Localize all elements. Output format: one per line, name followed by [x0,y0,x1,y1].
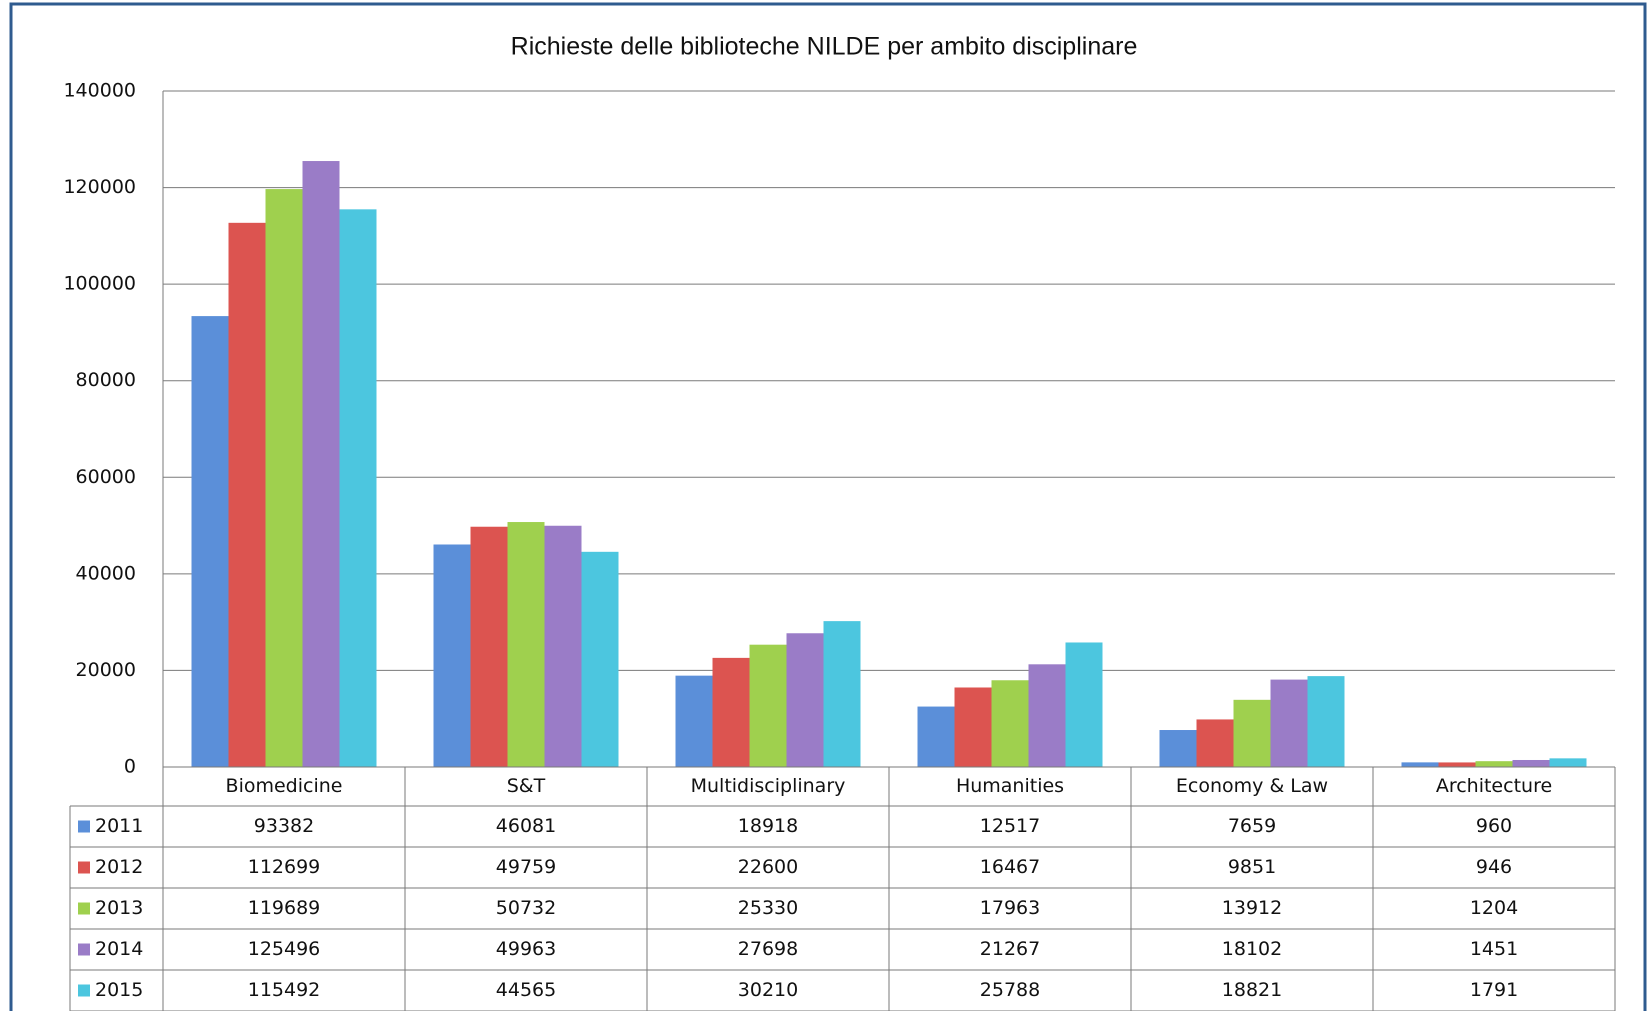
table-value: 12517 [980,815,1040,837]
y-tick-label: 60000 [76,466,136,488]
chart-title: Richieste delle biblioteche NILDE per am… [511,33,1138,61]
bar [1308,676,1345,767]
bar [508,522,545,767]
legend-label: 2012 [95,856,143,878]
bar [303,161,340,767]
legend-swatch [78,821,90,833]
table-value: 49963 [496,938,556,960]
bar [1439,762,1476,767]
legend-swatch [78,903,90,915]
x-tick-label: Architecture [1436,775,1552,797]
bar [340,209,377,767]
table-value: 18918 [738,815,798,837]
table-value: 1204 [1470,897,1518,919]
table-value: 115492 [248,979,321,1001]
bar [676,676,713,767]
bar [1476,761,1513,767]
bar [1029,664,1066,767]
bar [992,680,1029,767]
table-value: 50732 [496,897,556,919]
bar [750,645,787,767]
table-value: 7659 [1228,815,1276,837]
bar [1550,758,1587,767]
table-value: 18102 [1222,938,1282,960]
table-value: 946 [1476,856,1512,878]
x-tick-label: Biomedicine [226,775,343,797]
y-tick-label: 20000 [76,659,136,681]
bar [955,687,992,767]
legend-label: 2014 [95,938,143,960]
legend-swatch [78,944,90,956]
legend-swatch [78,985,90,997]
y-tick-label: 140000 [63,80,136,102]
bar [582,552,619,767]
table-value: 18821 [1222,979,1282,1001]
table-value: 25330 [738,897,798,919]
y-tick-label: 80000 [76,369,136,391]
bar [1234,700,1271,767]
table-value: 49759 [496,856,556,878]
table-value: 112699 [248,856,321,878]
table-value: 46081 [496,815,556,837]
legend-label: 2013 [95,897,143,919]
chart: Richieste delle biblioteche NILDE per am… [0,0,1648,1011]
table-value: 44565 [496,979,556,1001]
bar [1513,760,1550,767]
y-tick-label: 40000 [76,562,136,584]
table-value: 960 [1476,815,1512,837]
table-value: 25788 [980,979,1040,1001]
table-value: 16467 [980,856,1040,878]
bar [1197,719,1234,767]
bar [713,658,750,767]
table-value: 22600 [738,856,798,878]
bar [229,223,266,767]
table-value: 1791 [1470,979,1518,1001]
x-tick-label: Economy & Law [1176,775,1328,797]
x-tick-label: Humanities [956,775,1064,797]
legend-swatch [78,862,90,874]
bar [918,707,955,767]
y-tick-label: 120000 [63,176,136,198]
table-value: 21267 [980,938,1040,960]
x-tick-label: Multidisciplinary [691,775,846,797]
bar [1160,730,1197,767]
table-value: 27698 [738,938,798,960]
table-value: 17963 [980,897,1040,919]
bar [471,527,508,767]
bar [1402,762,1439,767]
y-tick-label: 0 [124,756,136,778]
bar [824,621,861,767]
table-value: 30210 [738,979,798,1001]
table-value: 125496 [248,938,321,960]
table-value: 119689 [248,897,321,919]
table-value: 93382 [254,815,314,837]
table-value: 13912 [1222,897,1282,919]
y-tick-label: 100000 [63,273,136,295]
bar [192,316,229,767]
table-value: 9851 [1228,856,1276,878]
x-tick-label: S&T [507,775,546,797]
bar [1066,642,1103,767]
bar [1271,680,1308,767]
bar [787,633,824,767]
bar [266,189,303,767]
legend-label: 2015 [95,979,143,1001]
page: Richieste delle biblioteche NILDE per am… [0,0,1648,1011]
bar [545,526,582,767]
table-value: 1451 [1470,938,1518,960]
bar [434,544,471,767]
legend-label: 2011 [95,815,143,837]
